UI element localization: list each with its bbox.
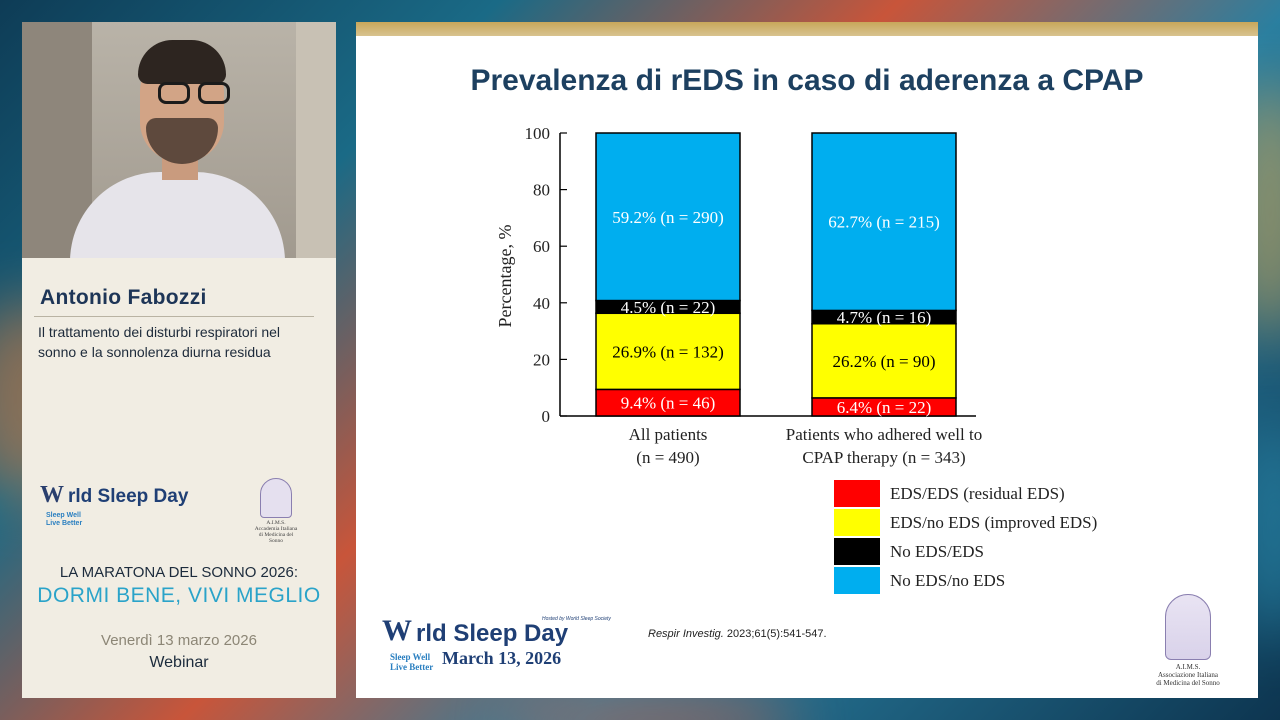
- y-tick-label: 40: [533, 294, 550, 313]
- aims-logo-large: A.I.M.S. Associazione Italiana di Medicina…: [1146, 594, 1230, 690]
- legend-swatch: [834, 480, 880, 507]
- world-sleep-day-logo: W rld Sleep Day Sleep Well Live Better: [40, 482, 189, 527]
- world-sleep-day-logo-large: Hosted by World Sleep Society W rld Slee…: [382, 614, 611, 672]
- y-tick-label: 100: [525, 124, 551, 143]
- legend-label: EDS/EDS (residual EDS): [890, 484, 1065, 503]
- y-tick-label: 80: [533, 181, 550, 200]
- x-tick-label: Patients who adhered well to: [786, 425, 982, 444]
- legend-label: EDS/no EDS (improved EDS): [890, 513, 1098, 532]
- slide-title: Prevalenza di rEDS in caso di aderenza a…: [470, 64, 1144, 97]
- legend-swatch: [834, 567, 880, 594]
- data-label: 26.2% (n = 90): [832, 352, 935, 371]
- stacked-bar-chart: 0 20 40 60 80 100 Percentage, % 9.4% (n = 46) 26…: [495, 124, 982, 467]
- data-label: 6.4% (n = 22): [837, 398, 932, 417]
- citation: Respir Investig. 2023;61(5):541-547.: [648, 628, 827, 640]
- speaker-video: [22, 22, 336, 258]
- y-tick-label: 0: [542, 407, 551, 426]
- legend-swatch: [834, 509, 880, 536]
- divider: [34, 316, 314, 317]
- legend-label: No EDS/no EDS: [890, 571, 1006, 590]
- speaker-panel: Antonio Fabozzi Il trattamento dei distu…: [22, 22, 336, 698]
- data-label: 26.9% (n = 132): [612, 342, 724, 361]
- bar-segment: [595, 132, 741, 302]
- presentation-slide: Prevalenza di rEDS in caso di aderenza a…: [356, 22, 1258, 698]
- event-date: Venerdì 13 marzo 2026: [101, 632, 257, 649]
- x-tick-label: (n = 490): [636, 448, 699, 467]
- talk-title: Il trattamento dei disturbi respiratori …: [38, 324, 280, 360]
- aims-logo: A.I.M.S. Accademia Italiana di Medicina de…: [254, 478, 298, 544]
- data-label: 4.7% (n = 16): [837, 308, 932, 327]
- data-label: 9.4% (n = 46): [621, 394, 716, 413]
- data-label: 4.5% (n = 22): [621, 298, 716, 317]
- bar-segment: [595, 312, 741, 391]
- y-axis-label: Percentage, %: [495, 225, 515, 328]
- bar-segment: [811, 322, 957, 399]
- y-tick-label: 20: [533, 350, 550, 369]
- data-label: 62.7% (n = 215): [828, 213, 940, 232]
- x-tick-label: CPAP therapy (n = 343): [802, 448, 965, 467]
- legend-swatch: [834, 538, 880, 565]
- data-label: 59.2% (n = 290): [612, 208, 724, 227]
- event-title: LA MARATONA DEL SONNO 2026:: [59, 564, 299, 581]
- bar-segment: [811, 132, 957, 312]
- legend-label: No EDS/EDS: [890, 542, 984, 561]
- speaker-name: Antonio Fabozzi: [40, 286, 207, 309]
- event-format: Webinar: [149, 654, 209, 671]
- x-tick-label: All patients: [629, 425, 708, 444]
- y-tick-label: 60: [533, 237, 550, 256]
- slide-header-bar: [356, 22, 1258, 36]
- event-subtitle: DORMI BENE, VIVI MEGLIO: [37, 584, 321, 607]
